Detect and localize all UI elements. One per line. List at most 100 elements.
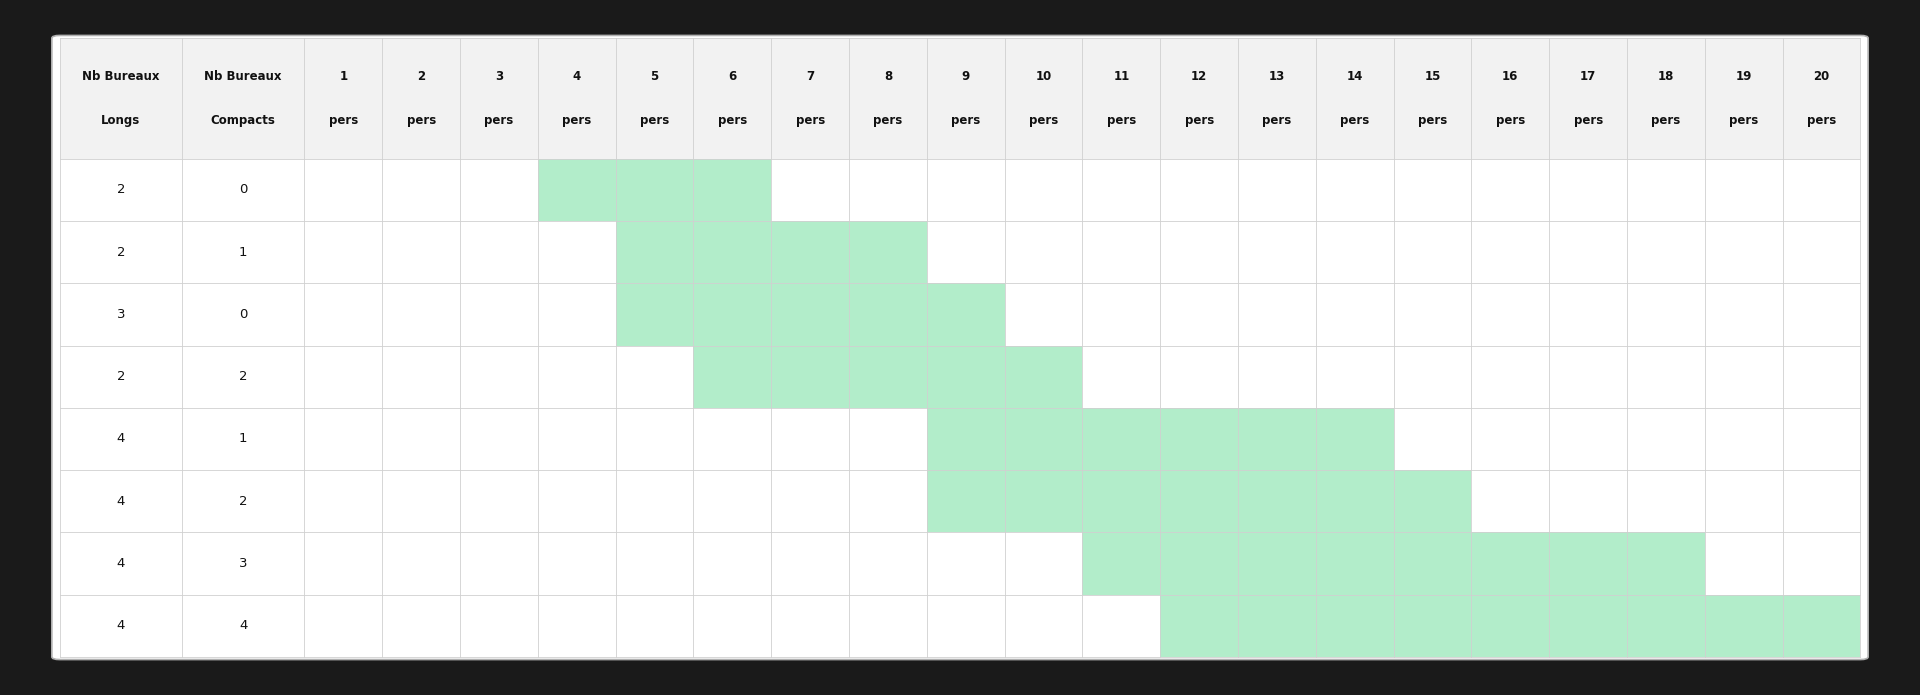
Text: 0: 0 xyxy=(238,183,248,197)
Bar xyxy=(1083,470,1160,532)
Text: 14: 14 xyxy=(1346,70,1363,83)
Text: 4: 4 xyxy=(238,619,248,632)
Bar xyxy=(849,221,927,284)
Text: 2: 2 xyxy=(117,183,125,197)
Bar xyxy=(1549,594,1626,657)
Bar xyxy=(772,345,849,408)
Text: pers: pers xyxy=(563,114,591,126)
Text: 4: 4 xyxy=(117,557,125,570)
Text: pers: pers xyxy=(1029,114,1058,126)
Bar xyxy=(616,221,693,284)
Text: 11: 11 xyxy=(1114,70,1129,83)
Bar xyxy=(1004,408,1083,470)
Bar xyxy=(693,159,772,221)
Bar xyxy=(927,408,1004,470)
Text: pers: pers xyxy=(1419,114,1448,126)
Text: 15: 15 xyxy=(1425,70,1440,83)
Text: pers: pers xyxy=(1261,114,1292,126)
Bar xyxy=(1471,594,1549,657)
Text: 7: 7 xyxy=(806,70,814,83)
Text: 3: 3 xyxy=(117,308,125,321)
Bar xyxy=(772,284,849,345)
Text: 2: 2 xyxy=(117,370,125,383)
Bar xyxy=(1083,532,1160,594)
FancyBboxPatch shape xyxy=(52,35,1868,660)
Bar xyxy=(1083,408,1160,470)
Text: 8: 8 xyxy=(883,70,893,83)
Bar xyxy=(1238,470,1315,532)
Text: pers: pers xyxy=(639,114,670,126)
Bar xyxy=(1238,408,1315,470)
Text: Nb Bureaux: Nb Bureaux xyxy=(83,70,159,83)
Text: pers: pers xyxy=(1185,114,1213,126)
Bar xyxy=(1315,470,1394,532)
Text: 2: 2 xyxy=(417,70,424,83)
Text: Nb Bureaux: Nb Bureaux xyxy=(204,70,282,83)
Text: pers: pers xyxy=(1730,114,1759,126)
Text: 13: 13 xyxy=(1269,70,1284,83)
Text: 1: 1 xyxy=(238,432,248,445)
Text: pers: pers xyxy=(874,114,902,126)
Bar xyxy=(1004,470,1083,532)
Bar xyxy=(927,470,1004,532)
Text: pers: pers xyxy=(1340,114,1369,126)
Bar xyxy=(927,345,1004,408)
Text: 10: 10 xyxy=(1035,70,1052,83)
Text: pers: pers xyxy=(718,114,747,126)
Bar xyxy=(1394,532,1471,594)
Text: pers: pers xyxy=(795,114,826,126)
Bar xyxy=(849,284,927,345)
Bar xyxy=(616,159,693,221)
Bar xyxy=(1394,594,1471,657)
Bar xyxy=(1549,532,1626,594)
Text: pers: pers xyxy=(328,114,357,126)
Bar xyxy=(1394,470,1471,532)
Text: 2: 2 xyxy=(238,495,248,507)
Text: 2: 2 xyxy=(117,246,125,259)
Text: 3: 3 xyxy=(495,70,503,83)
Bar xyxy=(538,159,616,221)
Text: 20: 20 xyxy=(1814,70,1830,83)
Bar xyxy=(927,284,1004,345)
Text: 1: 1 xyxy=(238,246,248,259)
Text: pers: pers xyxy=(1651,114,1680,126)
Text: 16: 16 xyxy=(1501,70,1519,83)
Text: 9: 9 xyxy=(962,70,970,83)
Bar xyxy=(616,284,693,345)
Bar xyxy=(693,284,772,345)
Text: 2: 2 xyxy=(238,370,248,383)
Text: pers: pers xyxy=(407,114,436,126)
Bar xyxy=(1238,594,1315,657)
Text: 1: 1 xyxy=(340,70,348,83)
Text: Longs: Longs xyxy=(102,114,140,126)
Text: 4: 4 xyxy=(572,70,582,83)
Text: 4: 4 xyxy=(117,619,125,632)
Bar xyxy=(60,38,1860,159)
Bar xyxy=(1626,532,1705,594)
Text: 5: 5 xyxy=(651,70,659,83)
Text: 3: 3 xyxy=(238,557,248,570)
Bar xyxy=(1471,532,1549,594)
Text: 0: 0 xyxy=(238,308,248,321)
Text: 4: 4 xyxy=(117,495,125,507)
Text: 18: 18 xyxy=(1657,70,1674,83)
Text: Compacts: Compacts xyxy=(211,114,276,126)
Text: 17: 17 xyxy=(1580,70,1596,83)
Bar xyxy=(772,221,849,284)
Text: pers: pers xyxy=(1574,114,1603,126)
Bar xyxy=(693,221,772,284)
Text: 12: 12 xyxy=(1190,70,1208,83)
Bar xyxy=(1160,408,1238,470)
Bar xyxy=(1705,594,1782,657)
Bar xyxy=(693,345,772,408)
Text: pers: pers xyxy=(950,114,981,126)
Bar xyxy=(1315,594,1394,657)
Bar xyxy=(1238,532,1315,594)
Bar xyxy=(1160,470,1238,532)
Bar xyxy=(849,345,927,408)
Text: pers: pers xyxy=(1496,114,1524,126)
Text: pers: pers xyxy=(1807,114,1836,126)
Bar xyxy=(1160,594,1238,657)
Text: pers: pers xyxy=(484,114,513,126)
Bar xyxy=(1782,594,1860,657)
